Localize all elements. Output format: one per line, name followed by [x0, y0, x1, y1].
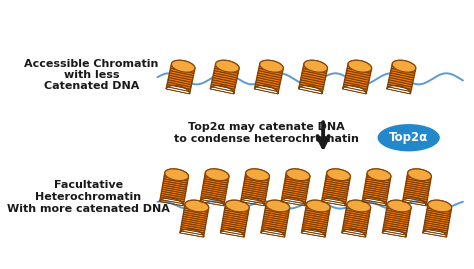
Polygon shape — [281, 169, 310, 206]
Text: Top2α: Top2α — [389, 131, 428, 144]
Polygon shape — [241, 169, 269, 206]
Polygon shape — [423, 200, 452, 237]
Polygon shape — [348, 60, 372, 72]
Polygon shape — [166, 60, 195, 94]
Polygon shape — [220, 200, 249, 237]
Polygon shape — [362, 169, 391, 206]
Polygon shape — [383, 200, 411, 237]
Polygon shape — [402, 169, 431, 206]
Polygon shape — [347, 200, 371, 212]
Polygon shape — [387, 60, 416, 94]
Text: Accessible Chromatin: Accessible Chromatin — [24, 59, 158, 69]
Polygon shape — [255, 60, 283, 94]
Polygon shape — [216, 60, 239, 72]
Polygon shape — [260, 60, 283, 72]
Polygon shape — [342, 200, 371, 237]
Polygon shape — [200, 169, 229, 206]
Polygon shape — [185, 200, 209, 212]
Polygon shape — [304, 60, 328, 72]
Text: to condense heterochromatin: to condense heterochromatin — [173, 134, 358, 144]
Polygon shape — [205, 169, 229, 180]
Polygon shape — [165, 169, 189, 180]
Text: Catenated DNA: Catenated DNA — [44, 81, 139, 91]
Polygon shape — [172, 60, 195, 72]
Text: with less: with less — [64, 70, 119, 80]
Polygon shape — [210, 60, 239, 94]
Polygon shape — [246, 169, 269, 180]
Ellipse shape — [376, 123, 441, 153]
Polygon shape — [226, 200, 249, 212]
Polygon shape — [160, 169, 188, 206]
Polygon shape — [343, 60, 372, 94]
Polygon shape — [392, 60, 416, 72]
Polygon shape — [261, 200, 290, 237]
Polygon shape — [301, 200, 330, 237]
Polygon shape — [367, 169, 391, 180]
Polygon shape — [180, 200, 209, 237]
Polygon shape — [299, 60, 328, 94]
Polygon shape — [387, 200, 411, 212]
Text: Facultative: Facultative — [54, 180, 123, 190]
Text: Heterochromatin: Heterochromatin — [36, 192, 142, 201]
Polygon shape — [266, 200, 290, 212]
Polygon shape — [327, 169, 350, 180]
Polygon shape — [428, 200, 452, 212]
Polygon shape — [286, 169, 310, 180]
Polygon shape — [307, 200, 330, 212]
Polygon shape — [322, 169, 350, 206]
Text: With more catenated DNA: With more catenated DNA — [7, 204, 170, 214]
Text: Top2α may catenate DNA: Top2α may catenate DNA — [188, 122, 345, 132]
FancyArrowPatch shape — [318, 122, 328, 147]
Polygon shape — [408, 169, 431, 180]
